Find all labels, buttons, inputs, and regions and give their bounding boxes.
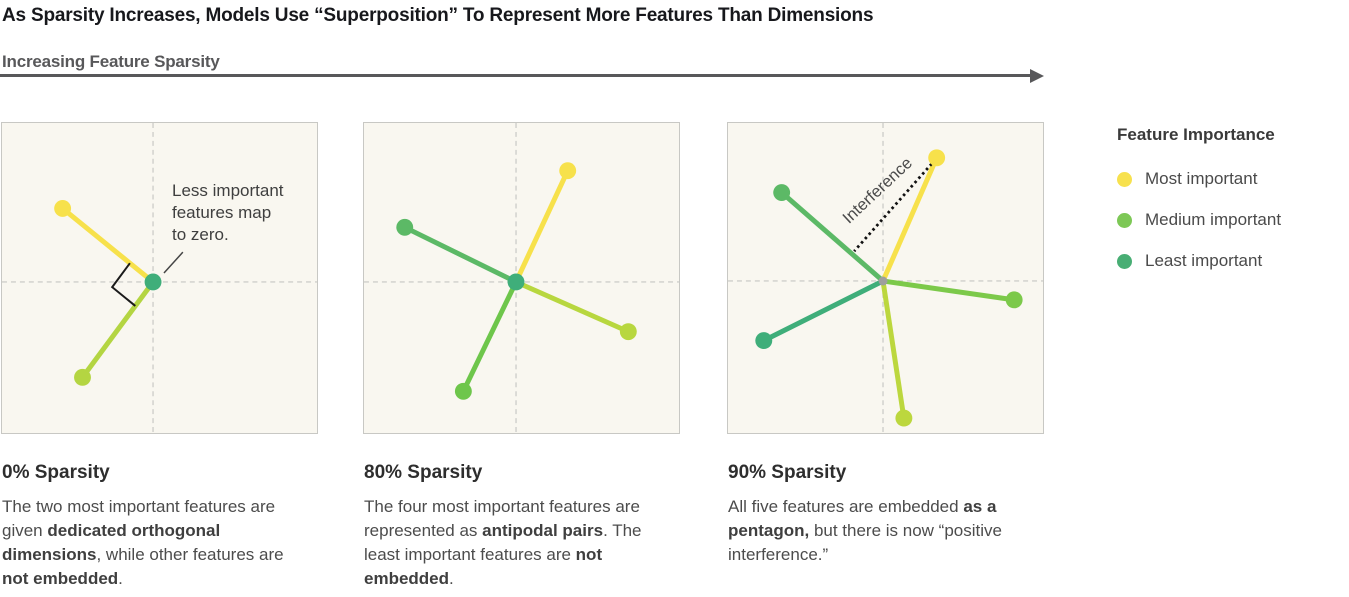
map-to-zero-annotation: Less important features map to zero.	[172, 180, 284, 246]
caption-segment: , while other features are	[96, 545, 284, 564]
feature-endpoint-dot-third-most-important	[1005, 291, 1023, 309]
arrow-right-icon	[1030, 68, 1044, 83]
figure-title: As Sparsity Increases, Models Use “Super…	[2, 5, 874, 26]
right-angle-marker	[110, 262, 136, 307]
caption-segment: .	[118, 569, 123, 588]
caption-segment: as a pentagon,	[728, 497, 997, 540]
panel-heading: 0% Sparsity	[2, 462, 110, 483]
panel-caption: The two most important features are give…	[2, 495, 292, 591]
feature-endpoint-dot-fourth-most-important	[396, 218, 414, 236]
caption-segment: All five features are embedded	[728, 497, 964, 516]
feature-vector-line-fourth-most-important	[403, 225, 518, 285]
feature-vector-line-second-most-important	[80, 280, 156, 379]
panel-heading: 80% Sparsity	[364, 462, 483, 483]
interference-dotted-line	[853, 162, 933, 253]
sparsity-axis-label: Increasing Feature Sparsity	[2, 52, 220, 71]
caption-segment: .	[449, 569, 454, 588]
feature-vector-line-least-important	[762, 278, 885, 343]
feature-vector-line-third-most-important	[461, 280, 519, 393]
vector-plot-0-percent: Less important features map to zero.	[1, 122, 318, 434]
caption-segment: not embedded	[2, 569, 119, 588]
vector-plot-svg	[364, 123, 679, 433]
legend-item-most-important: Most important	[1117, 169, 1257, 189]
legend-title: Feature Importance	[1117, 125, 1275, 144]
feature-vector-line-most-important	[61, 206, 155, 284]
feature-importance-legend: Feature Importance Most important Medium…	[1117, 125, 1347, 270]
panel-caption: The four most important features are rep…	[364, 495, 654, 591]
legend-item-label: Least important	[1145, 251, 1263, 270]
annotation-line: features map	[172, 203, 272, 222]
feature-vector-line-second-most-important	[880, 280, 907, 419]
feature-vector-line-most-important	[880, 156, 939, 282]
origin-center-dot	[878, 276, 888, 286]
origin-center-dot	[507, 273, 525, 291]
caption-segment: antipodal pairs	[482, 521, 604, 540]
panel-80-percent-sparsity: 80% Sparsity The four most important fea…	[363, 122, 680, 591]
caption-segment: The four most important features are rep…	[364, 497, 640, 540]
feature-endpoint-dot-most-important	[928, 149, 946, 167]
legend-item-medium-important: Medium important	[1117, 210, 1281, 230]
caption-segment: . The least important features are	[364, 521, 642, 564]
most-important-dot-icon	[1117, 171, 1132, 187]
legend-item-label: Most important	[1145, 169, 1258, 188]
annotation-line: to zero.	[172, 225, 229, 244]
caption-segment: The two most important features are give…	[2, 497, 276, 540]
feature-vector-line-third-most-important	[882, 278, 1015, 303]
caption-segment: not embedded	[364, 545, 603, 588]
feature-endpoint-dot-least-important	[755, 332, 773, 350]
legend-item-label: Medium important	[1145, 210, 1282, 229]
annotation-line: Less important	[172, 181, 284, 200]
origin-center-dot	[144, 273, 162, 291]
feature-endpoint-dot-most-important	[559, 162, 577, 180]
caption-segment: dedicated orthogonal dimensions	[2, 521, 221, 564]
feature-endpoint-dot-second-most-important	[895, 409, 913, 427]
vector-plot-80-percent	[363, 122, 680, 434]
annotation-pointer-line	[163, 251, 184, 274]
feature-endpoint-dot-second-most-important	[74, 368, 91, 386]
panel-90-percent-sparsity: Interference 90% Sparsity All five featu…	[727, 122, 1044, 567]
panel-caption: All five features are embedded as a pent…	[728, 495, 1018, 567]
least-important-dot-icon	[1117, 253, 1132, 269]
feature-endpoint-dot-third-most-important	[454, 382, 472, 400]
feature-vector-line-second-most-important	[515, 279, 630, 334]
medium-important-dot-icon	[1117, 212, 1132, 228]
panel-0-percent-sparsity: Less important features map to zero. 0% Sp…	[1, 122, 318, 591]
feature-endpoint-dot-second-most-important	[619, 323, 637, 341]
vector-plot-90-percent: Interference	[727, 122, 1044, 434]
panel-heading: 90% Sparsity	[728, 462, 847, 483]
caption-segment: but there is now “positive interference.…	[728, 521, 1002, 564]
sparsity-axis-arrow-line	[0, 74, 1032, 78]
legend-item-least-important: Least important	[1117, 251, 1262, 271]
feature-endpoint-dot-fourth-most-important	[773, 184, 791, 201]
feature-endpoint-dot-most-important	[54, 200, 72, 217]
feature-vector-line-most-important	[513, 169, 570, 284]
vector-plot-svg	[728, 123, 1043, 433]
vector-plot-svg	[2, 123, 317, 433]
feature-vector-line-fourth-most-important	[780, 190, 885, 283]
